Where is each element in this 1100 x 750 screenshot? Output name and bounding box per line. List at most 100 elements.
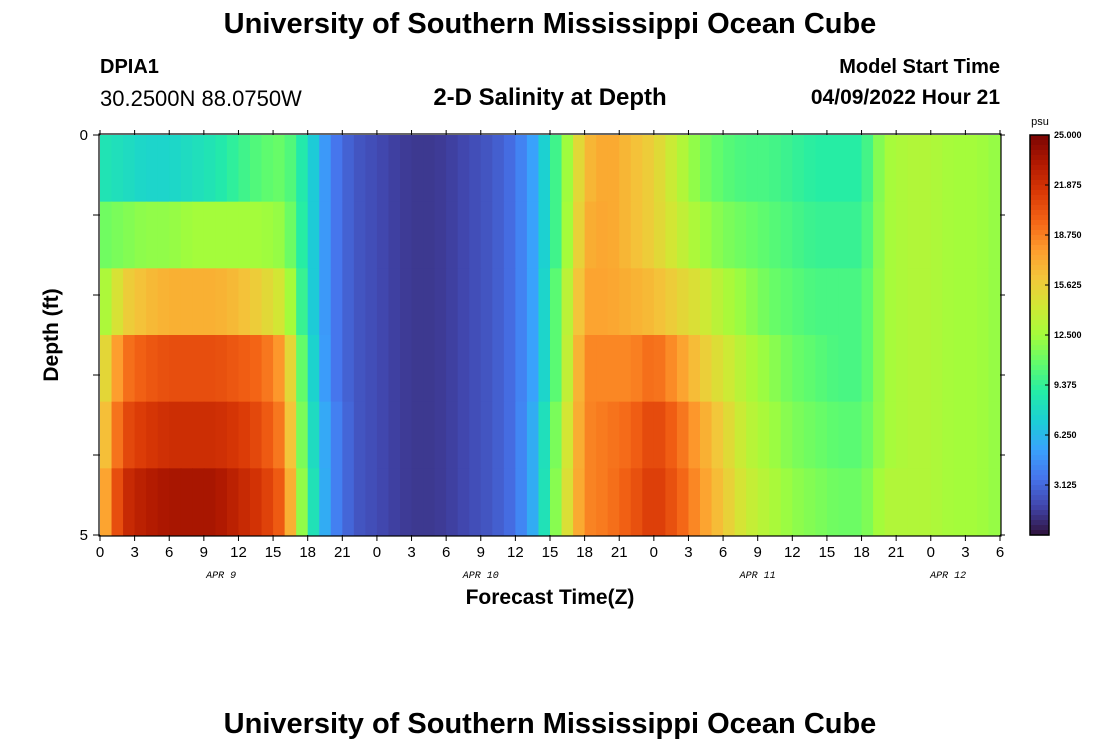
x-tick-label: 6 [996,544,1004,561]
x-day-label: APR 11 [739,571,776,582]
heatmap-cell [630,201,643,269]
heatmap-cell [573,268,586,336]
y-axis-label: Depth (ft) [40,288,63,381]
heatmap-cell [134,401,147,469]
heatmap-cell [480,201,493,269]
heatmap-cell [480,468,493,536]
model-start-value: 04/09/2022 Hour 21 [810,86,1000,109]
heatmap-cell [146,201,159,269]
colorbar-swatch [1030,135,1049,141]
heatmap-cell [503,268,516,336]
heatmap-cell [365,401,378,469]
heatmap-cell [688,401,701,469]
heatmap-cell [976,201,990,269]
heatmap-cell [411,201,424,269]
colorbar-swatch [1030,360,1049,366]
heatmap-cell [953,468,966,536]
colorbar-swatch [1030,275,1049,281]
heatmap-cell [584,201,597,269]
heatmap-cell [469,335,482,403]
heatmap-cell [630,335,643,403]
colorbar-swatch [1030,230,1049,236]
heatmap-cell [250,268,263,336]
heatmap-cell [746,201,759,269]
heatmap-cell [965,401,978,469]
station-location: 30.2500N 88.0750W [100,86,302,111]
colorbar-swatch [1030,270,1049,276]
colorbar-swatch [1030,415,1049,421]
colorbar-swatch [1030,305,1049,311]
heatmap-cell [873,268,886,336]
colorbar-swatch [1030,285,1049,291]
heatmap-cell [526,268,540,336]
heatmap-cell [388,401,401,469]
colorbar-swatch [1030,240,1049,246]
x-tick-label: 15 [542,544,559,561]
heatmap-cell [423,468,436,536]
heatmap-cell [584,468,597,536]
heatmap-cell [538,468,551,536]
heatmap-cell [515,468,528,536]
heatmap-cell [942,201,955,269]
heatmap-cell [250,468,263,536]
heatmap-cell [596,468,609,536]
colorbar-tick-label: 15.625 [1054,280,1082,290]
heatmap-cell [930,468,943,536]
x-day-label: APR 10 [462,571,499,582]
heatmap-cell [688,135,701,203]
heatmap-cell [365,268,378,336]
heatmap-cell [607,468,620,536]
heatmap-cell [226,268,240,336]
heatmap-cell [100,135,113,203]
heatmap-cell [676,401,690,469]
heatmap-cell [780,468,793,536]
heatmap-cell [930,335,943,403]
heatmap-cells [100,135,1001,536]
heatmap-cell [203,201,216,269]
heatmap-cell [896,135,909,203]
heatmap-cell [423,401,436,469]
heatmap-cell [457,401,470,469]
heatmap-cell [884,335,897,403]
heatmap-cell [953,135,966,203]
heatmap-cell [965,335,978,403]
colorbar-swatch [1030,510,1049,516]
heatmap-cell [180,268,193,336]
heatmap-cell [100,335,113,403]
heatmap-cell [238,335,251,403]
heatmap-cell [134,335,147,403]
heatmap-cell [134,268,147,336]
colorbar-swatch [1030,460,1049,466]
x-day-label: APR 12 [929,571,966,582]
page-title: University of Southern Mississippi Ocean… [223,8,877,40]
heatmap-cell [319,135,332,203]
heatmap-cell [469,268,482,336]
heatmap-cell [423,135,436,203]
heatmap-cell [746,135,759,203]
heatmap-cell [988,135,1001,203]
heatmap-cell [919,468,932,536]
heatmap-cell [342,268,355,336]
heatmap-cell [180,335,193,403]
heatmap-cell [711,268,724,336]
colorbar-swatch [1030,435,1049,441]
heatmap-cell [284,268,297,336]
heatmap-cell [457,135,470,203]
heatmap-cell [365,335,378,403]
heatmap-cell [400,201,413,269]
heatmap-cell [988,268,1001,336]
x-tick-label: 6 [719,544,727,561]
x-tick-label: 18 [576,544,593,561]
heatmap-cell [769,468,782,536]
heatmap-cell [573,135,586,203]
heatmap-cell [815,135,828,203]
heatmap-cell [561,201,574,269]
heatmap-cell [550,201,563,269]
heatmap-cell [261,268,274,336]
y-tick-label: 5 [80,527,88,544]
heatmap-cell [273,468,286,536]
heatmap-cell [400,468,413,536]
heatmap-cell [919,335,932,403]
heatmap-cell [584,401,597,469]
heatmap-cell [457,268,470,336]
